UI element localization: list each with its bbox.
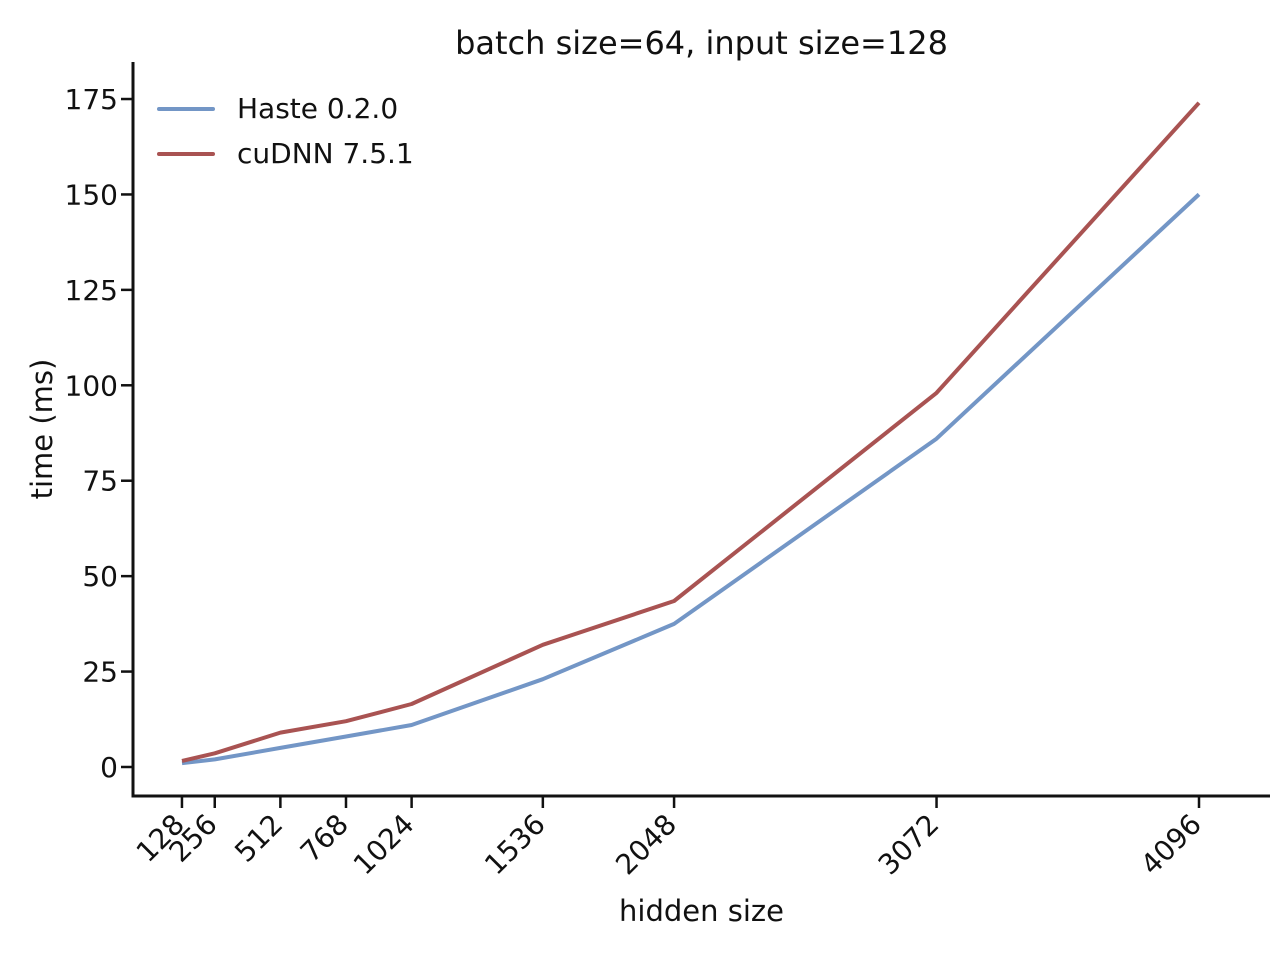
legend-line-swatch [157, 106, 215, 111]
y-tick-label: 175 [65, 83, 118, 116]
x-tick-label: 4096 [1134, 808, 1208, 882]
x-tick-label: 1024 [347, 808, 421, 882]
series-line-1 [181, 101, 1201, 763]
y-tick-label: 25 [82, 656, 118, 689]
x-tick-label: 1536 [478, 808, 552, 882]
legend: Haste 0.2.0 cuDNN 7.5.1 [157, 86, 414, 176]
y-tick-label: 125 [65, 274, 118, 307]
y-tick-label: 75 [82, 465, 118, 498]
legend-entry: cuDNN 7.5.1 [157, 131, 414, 176]
x-tick-label: 3072 [872, 808, 946, 882]
x-tick-label: 2048 [609, 808, 683, 882]
x-tick-label: 512 [228, 808, 289, 869]
y-tick-label: 150 [65, 178, 118, 211]
legend-label: cuDNN 7.5.1 [237, 137, 414, 170]
series-line-0 [181, 192, 1201, 766]
legend-entry: Haste 0.2.0 [157, 86, 414, 131]
legend-line-swatch [157, 151, 215, 156]
y-tick-label: 100 [65, 369, 118, 402]
x-axis-label: hidden size [619, 894, 784, 928]
chart-title: batch size=64, input size=128 [455, 24, 948, 62]
legend-label: Haste 0.2.0 [237, 92, 399, 125]
y-tick-label: 50 [82, 560, 118, 593]
y-tick-label: 0 [100, 751, 118, 784]
x-tick-label: 768 [294, 808, 355, 869]
